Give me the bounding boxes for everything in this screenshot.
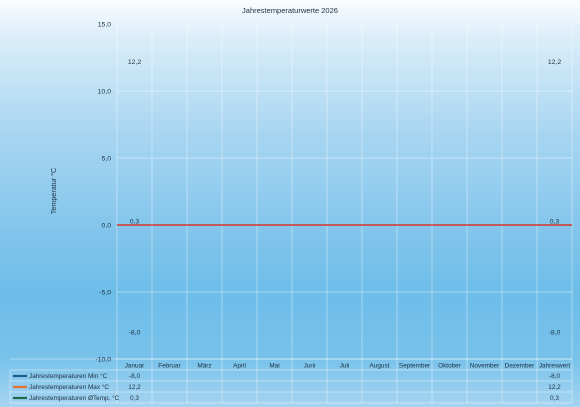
table-value: 0,3 (130, 395, 139, 402)
data-label-2: 12,2 (548, 59, 561, 66)
y-tick-label: 0,0 (102, 223, 112, 230)
y-axis-label: Temperatur °C (49, 168, 58, 214)
data-label-3: 0,3 (130, 218, 140, 225)
legend: Jahrestemperaturen Min °C Jahrestemperatu… (13, 372, 120, 402)
table-value: 12,2 (548, 384, 561, 391)
category-label: Jahreswert (539, 363, 570, 370)
y-tick-label: 10,0 (98, 89, 111, 96)
chart-title: Jahrestemperaturwerte 2026 (242, 6, 338, 15)
y-tick-label: 15,0 (98, 22, 111, 29)
category-label: August (370, 363, 390, 370)
category-label: März (197, 363, 211, 370)
y-axis-ticks: 15,0 10,0 5,0 0,0 -5,0 -10,0 (96, 22, 112, 364)
category-label: September (399, 363, 431, 370)
table-value: -8,0 (129, 373, 140, 380)
legend-label-2: Jahrestemperaturen Max °C (29, 383, 109, 391)
category-label: Dezember (505, 363, 535, 370)
category-label: Juni (304, 363, 316, 370)
gridlines (9, 23, 573, 404)
y-tick-label: -5,0 (99, 290, 111, 297)
legend-label-3: Jahrestemperaturen ØTemp. °C (29, 394, 120, 402)
table-value: -8,0 (549, 373, 560, 380)
data-table: Januar Februar März April Mai Juni Juli August S… (125, 363, 571, 403)
data-label-1: -8,0 (129, 330, 141, 337)
data-label-3: 0,3 (550, 218, 560, 225)
data-labels: -8,0 -8,0 12,2 12,2 0,3 0,3 (128, 59, 561, 337)
category-label: Februar (158, 363, 181, 370)
table-value: 12,2 (128, 384, 141, 391)
legend-label-1: Jahrestemperaturen Min °C (29, 372, 108, 380)
category-label: Mai (269, 363, 279, 370)
category-label: Juli (340, 363, 350, 370)
y-tick-label: 5,0 (102, 156, 112, 163)
category-label: April (233, 363, 246, 370)
table-value: 0,3 (550, 395, 559, 402)
category-label: Oktober (438, 363, 462, 370)
data-label-2: 12,2 (128, 59, 141, 66)
y-tick-label: -10,0 (96, 357, 112, 364)
category-label: November (470, 363, 500, 370)
data-label-1: -8,0 (549, 330, 561, 337)
category-label: Januar (125, 363, 145, 370)
